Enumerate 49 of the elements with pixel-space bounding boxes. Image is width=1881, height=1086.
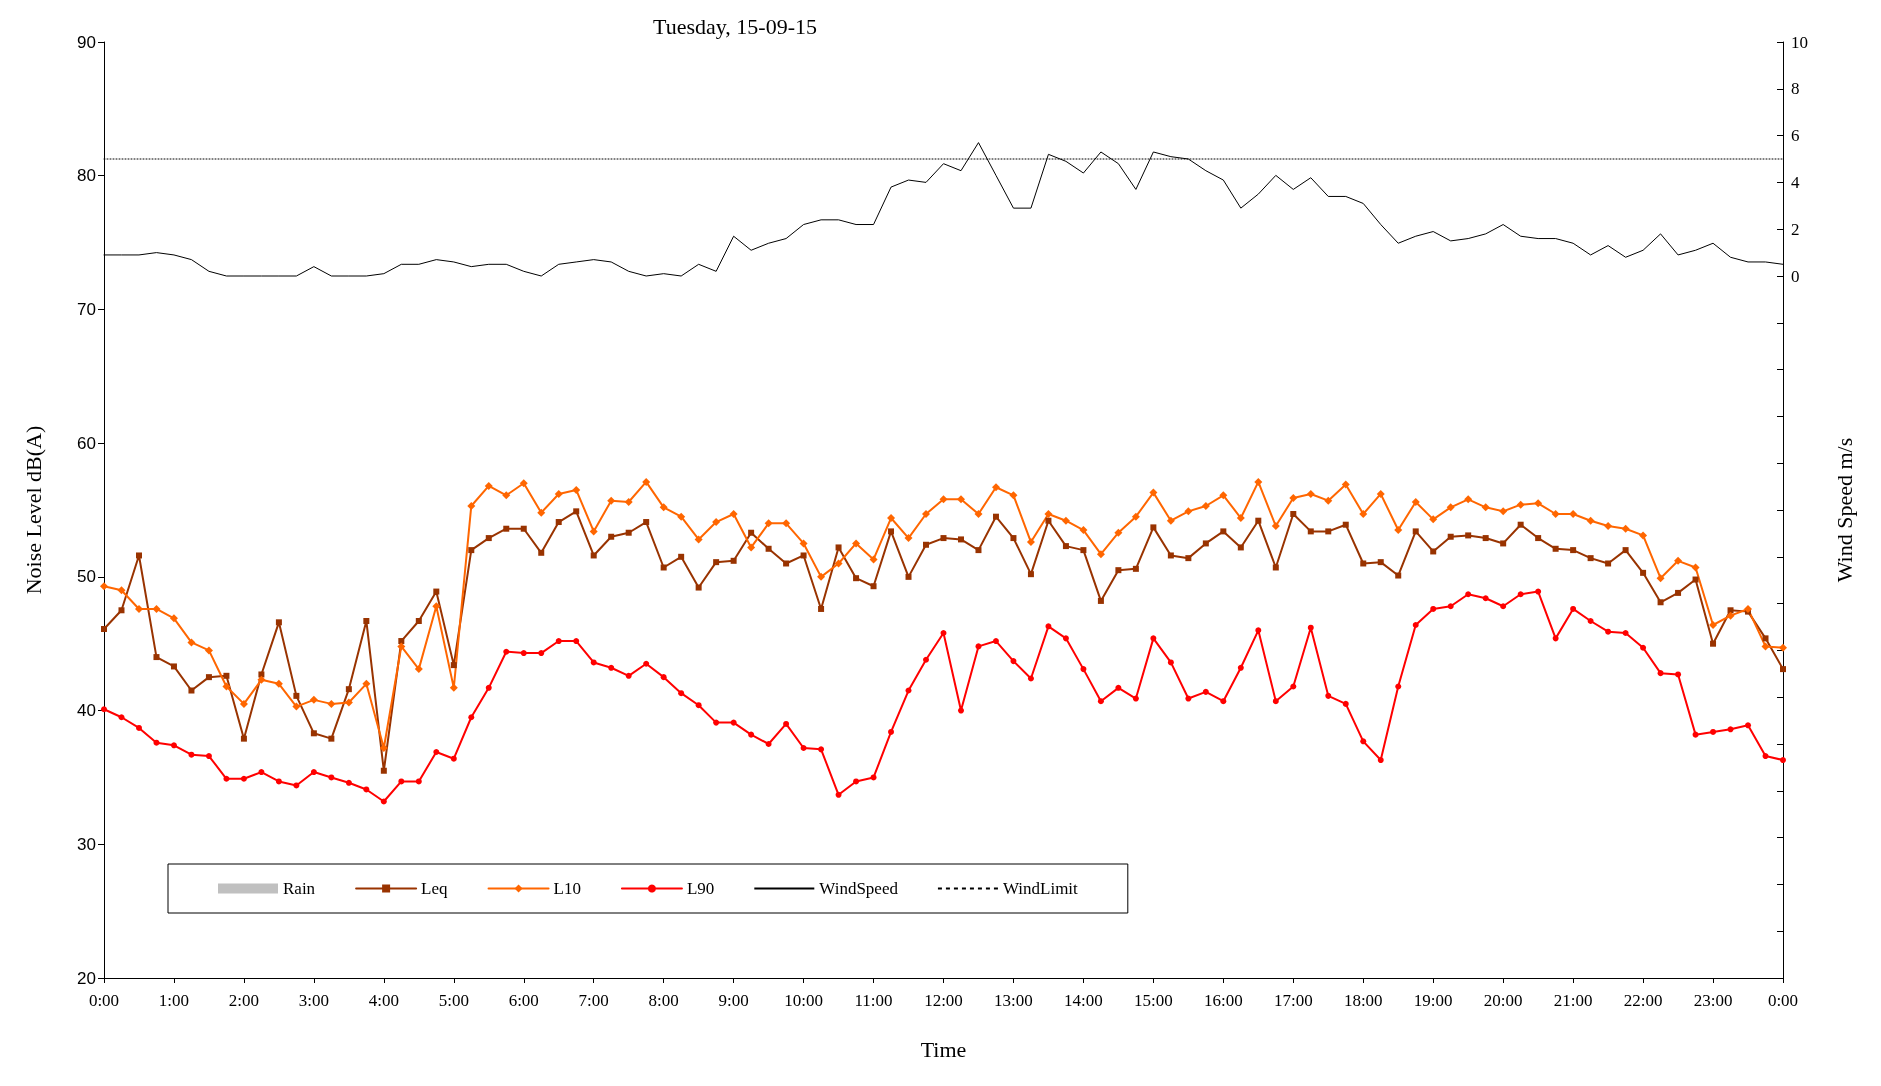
x-tick-label: 13:00 xyxy=(994,991,1033,1010)
y-tick-label: 30 xyxy=(77,834,96,854)
y2-tick-label: 4 xyxy=(1791,172,1800,192)
y2-tick-label: 10 xyxy=(1791,32,1808,52)
x-tick-label: 10:00 xyxy=(784,991,823,1010)
x-tick-label: 1:00 xyxy=(158,991,190,1010)
x-tick-label: 19:00 xyxy=(1413,991,1453,1010)
x-tick-label: 23:00 xyxy=(1693,991,1733,1010)
chart-title: Tuesday, 15-09-15 xyxy=(653,13,817,39)
legend-label: L90 xyxy=(686,879,715,898)
x-tick-label: 2:00 xyxy=(228,991,260,1010)
x-tick-label: 11:00 xyxy=(854,991,893,1010)
x-axis-title: Time xyxy=(920,1036,967,1062)
y2-tick-label: 8 xyxy=(1791,79,1800,99)
y2-tick-label: 0 xyxy=(1791,266,1800,286)
legend-label: Rain xyxy=(283,879,316,898)
x-tick-label: 12:00 xyxy=(924,991,963,1010)
y-tick-label: 70 xyxy=(77,299,96,319)
y-tick-label: 80 xyxy=(77,166,96,186)
y-tick-label: 50 xyxy=(77,567,96,587)
y2-axis-title: Wind Speed m/s xyxy=(1831,437,1857,583)
y-tick-label: 40 xyxy=(77,701,96,721)
x-tick-label: 8:00 xyxy=(648,991,679,1010)
x-tick-label: 15:00 xyxy=(1134,991,1173,1010)
legend-label: Leq xyxy=(421,879,449,898)
x-tick-label: 18:00 xyxy=(1343,991,1383,1010)
x-tick-label: 3:00 xyxy=(298,991,329,1010)
legend-label: WindLimit xyxy=(1002,879,1079,898)
x-tick-label: 7:00 xyxy=(578,991,609,1010)
x-tick-label: 4:00 xyxy=(368,991,399,1010)
x-tick-label: 5:00 xyxy=(438,991,469,1010)
y-tick-label: 60 xyxy=(77,433,96,453)
x-tick-label: 14:00 xyxy=(1064,991,1103,1010)
x-tick-label: 16:00 xyxy=(1203,991,1243,1010)
x-tick-label: 20:00 xyxy=(1483,991,1523,1010)
x-tick-label: 9:00 xyxy=(718,991,749,1010)
x-tick-label: 6:00 xyxy=(508,991,539,1010)
legend-label: WindSpeed xyxy=(819,879,899,898)
x-tick-label: 22:00 xyxy=(1623,991,1663,1010)
y2-tick-label: 2 xyxy=(1791,219,1800,239)
x-tick-label: 17:00 xyxy=(1273,991,1313,1010)
y2-tick-label: 6 xyxy=(1791,126,1800,146)
y-axis-title: Noise Level dB(A) xyxy=(20,425,46,595)
x-tick-label: 0:00 xyxy=(1767,991,1799,1010)
x-tick-label: 0:00 xyxy=(88,991,120,1010)
x-tick-label: 21:00 xyxy=(1553,991,1593,1010)
y-tick-label: 20 xyxy=(77,968,96,988)
legend-label: L10 xyxy=(553,879,581,898)
y-tick-label: 90 xyxy=(77,32,96,52)
